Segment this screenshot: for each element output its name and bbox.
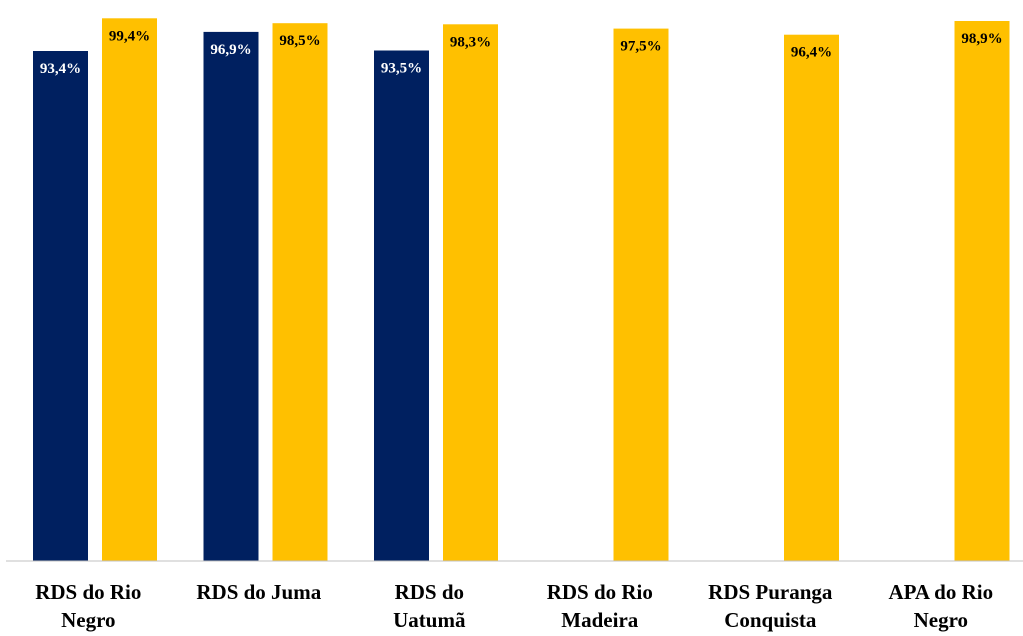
category-label-1-line-0: RDS do Juma bbox=[196, 580, 321, 604]
bars-group bbox=[33, 18, 1010, 562]
bar-s0-c0 bbox=[33, 51, 88, 561]
data-label-s1-c2: 98,3% bbox=[450, 34, 491, 50]
category-label-2-line-1: Uatumã bbox=[393, 608, 466, 632]
category-label-0-line-1: Negro bbox=[61, 608, 115, 632]
data-label-s0-c2: 93,5% bbox=[381, 61, 422, 77]
category-label-4: RDS Puranga Conquista bbox=[708, 580, 833, 632]
bar-s1-c1 bbox=[272, 23, 328, 561]
data-label-s1-c0: 99,4% bbox=[109, 28, 150, 44]
category-label-2: RDS do Uatumã bbox=[393, 580, 466, 632]
data-label-s1-c4: 96,4% bbox=[791, 45, 832, 61]
category-label-5-line-1: Negro bbox=[914, 608, 968, 632]
category-label-0-line-0: RDS do Rio bbox=[35, 580, 141, 604]
data-label-s0-c0: 93,4% bbox=[40, 61, 81, 77]
bar-s0-c1 bbox=[203, 31, 259, 561]
data-label-s1-c1: 98,5% bbox=[279, 33, 320, 49]
bar-s1-c3 bbox=[613, 28, 669, 562]
bar-s1-c2 bbox=[443, 24, 498, 562]
bar-labels-group: 93,4% 99,4% 96,9% 98,5% 93,5% 98,3% 97,5% 96,4%… bbox=[40, 28, 1003, 77]
category-label-3-line-0: RDS do Rio bbox=[547, 580, 653, 604]
category-label-4-line-1: Conquista bbox=[724, 608, 817, 632]
data-label-s0-c1: 96,9% bbox=[210, 42, 251, 58]
category-label-4-line-0: RDS Puranga bbox=[708, 580, 833, 604]
bar-s1-c4 bbox=[784, 34, 839, 561]
category-label-0: RDS do Rio Negro bbox=[35, 580, 141, 632]
category-label-5-line-0: APA do Rio bbox=[888, 580, 993, 604]
bar-s1-c5 bbox=[954, 21, 1010, 561]
category-label-1: RDS do Juma bbox=[196, 580, 321, 604]
category-label-3-line-1: Madeira bbox=[561, 608, 638, 632]
bar-s1-c0 bbox=[102, 18, 157, 562]
data-label-s1-c3: 97,5% bbox=[620, 39, 661, 55]
bar-s0-c2 bbox=[374, 50, 429, 561]
category-label-2-line-0: RDS do bbox=[395, 580, 464, 604]
category-label-5: APA do Rio Negro bbox=[888, 580, 993, 632]
category-label-3: RDS do Rio Madeira bbox=[547, 580, 653, 632]
data-label-s1-c5: 98,9% bbox=[961, 31, 1002, 47]
